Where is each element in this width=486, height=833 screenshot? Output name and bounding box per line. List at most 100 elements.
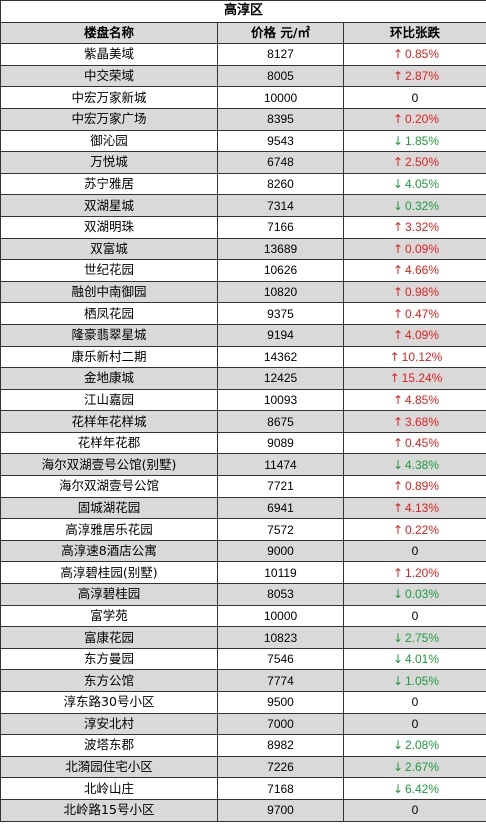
arrow-up-icon: ↑ bbox=[392, 263, 404, 278]
header-name: 楼盘名称 bbox=[0, 21, 218, 45]
property-price: 7226 bbox=[217, 755, 344, 779]
price-change-value: 0.98% bbox=[405, 285, 440, 300]
price-change: ↑ 15.24% bbox=[342, 367, 486, 390]
price-change: ↑ 2.87% bbox=[342, 64, 486, 88]
property-price: 8395 bbox=[217, 107, 344, 131]
table-row: 双湖星城 7314 ↓ 0.32% bbox=[0, 194, 486, 217]
price-change-value: 0.03% bbox=[405, 587, 440, 602]
table-row: 高淳速8酒店公寓 9000 0 bbox=[0, 539, 486, 563]
property-price: 8982 bbox=[217, 734, 344, 757]
table-row: 双湖明珠 7166 ↑ 3.32% bbox=[0, 215, 486, 239]
property-price: 9543 bbox=[217, 129, 344, 153]
property-price: 10093 bbox=[217, 388, 344, 412]
property-name: 紫晶美域 bbox=[0, 43, 218, 66]
price-change: ↑ 0.47% bbox=[342, 302, 486, 325]
property-name: 东方公馆 bbox=[0, 669, 218, 692]
price-change: 0 bbox=[342, 86, 486, 109]
property-name: 江山嘉园 bbox=[0, 388, 218, 412]
table-row: 北岭山庄 7168 ↓ 6.42% bbox=[0, 777, 486, 800]
arrow-up-icon: ↑ bbox=[392, 522, 404, 537]
price-change-value: 0.47% bbox=[405, 306, 440, 321]
property-name: 淳安北村 bbox=[0, 712, 218, 736]
table-row: 中交荣域 8005 ↑ 2.87% bbox=[0, 64, 486, 88]
property-name: 高淳雅居乐花园 bbox=[0, 518, 218, 541]
price-change-value: 2.75% bbox=[405, 630, 440, 645]
price-change: ↓ 0.03% bbox=[342, 583, 486, 606]
arrow-up-icon: ↑ bbox=[392, 47, 404, 62]
property-price: 8675 bbox=[217, 410, 344, 433]
table-row: 中宏万家新城 10000 0 bbox=[0, 86, 486, 109]
property-price: 7721 bbox=[217, 475, 344, 498]
property-price: 7166 bbox=[217, 215, 344, 239]
price-change: ↑ 10.12% bbox=[342, 345, 486, 369]
table-row: 东方曼园 7546 ↓ 4.01% bbox=[0, 647, 486, 671]
property-name: 高淳速8酒店公寓 bbox=[0, 539, 218, 563]
property-price: 7314 bbox=[217, 194, 344, 217]
arrow-down-icon: ↓ bbox=[392, 457, 404, 472]
property-price: 10119 bbox=[217, 561, 344, 585]
property-price: 7000 bbox=[217, 712, 344, 736]
table-row: 北漪园住宅小区 7226 ↓ 2.67% bbox=[0, 755, 486, 779]
price-change: ↑ 2.50% bbox=[342, 151, 486, 174]
arrow-up-icon: ↑ bbox=[392, 392, 404, 407]
header-change: 环比张跌 bbox=[342, 21, 486, 45]
arrow-up-icon: ↑ bbox=[389, 349, 400, 364]
property-price: 9375 bbox=[217, 302, 344, 325]
property-name: 金地康城 bbox=[0, 367, 218, 390]
arrow-down-icon: ↓ bbox=[392, 738, 404, 753]
property-name: 双湖明珠 bbox=[0, 215, 218, 239]
table-row: 苏宁雅居 8260 ↓ 4.05% bbox=[0, 172, 486, 196]
property-name: 中宏万家广场 bbox=[0, 107, 218, 131]
arrow-down-icon: ↓ bbox=[392, 673, 404, 688]
price-change-value: 2.87% bbox=[405, 69, 440, 84]
table-row: 江山嘉园 10093 ↑ 4.85% bbox=[0, 388, 486, 412]
arrow-up-icon: ↑ bbox=[389, 371, 400, 386]
price-change-value: 0 bbox=[411, 608, 419, 623]
price-change: ↑ 3.68% bbox=[342, 410, 486, 433]
property-name: 富学苑 bbox=[0, 604, 218, 628]
table-row: 淳安北村 7000 0 bbox=[0, 712, 486, 736]
price-change-value: 1.85% bbox=[405, 133, 440, 148]
property-name: 波塔东郡 bbox=[0, 734, 218, 757]
property-price: 14362 bbox=[217, 345, 344, 369]
property-name: 隆豪翡翠星城 bbox=[0, 323, 218, 347]
arrow-up-icon: ↑ bbox=[392, 565, 404, 580]
property-name: 苏宁雅居 bbox=[0, 172, 218, 196]
price-change: ↑ 0.22% bbox=[342, 518, 486, 541]
property-name: 花样年花样城 bbox=[0, 410, 218, 433]
property-price: 6941 bbox=[217, 496, 344, 520]
property-price: 9194 bbox=[217, 323, 344, 347]
property-price: 7572 bbox=[217, 518, 344, 541]
price-change: ↓ 2.67% bbox=[342, 755, 486, 779]
price-change-value: 2.50% bbox=[405, 155, 440, 170]
price-change: ↑ 0.98% bbox=[342, 280, 486, 304]
arrow-up-icon: ↑ bbox=[392, 414, 404, 429]
price-change: ↑ 4.09% bbox=[342, 323, 486, 347]
arrow-up-icon: ↑ bbox=[392, 479, 404, 494]
price-change-value: 4.09% bbox=[405, 328, 440, 343]
table-row: 隆豪翡翠星城 9194 ↑ 4.09% bbox=[0, 323, 486, 347]
arrow-up-icon: ↑ bbox=[392, 220, 404, 235]
price-change-value: 15.24% bbox=[401, 371, 443, 386]
price-change-value: 1.20% bbox=[405, 565, 440, 580]
property-price: 10000 bbox=[217, 86, 344, 109]
table-row: 海尔双湖壹号公馆(别墅) 11474 ↓ 4.38% bbox=[0, 453, 486, 477]
price-change-value: 0 bbox=[411, 803, 419, 818]
table-row: 世纪花园 10626 ↑ 4.66% bbox=[0, 259, 486, 282]
arrow-up-icon: ↑ bbox=[392, 155, 404, 170]
property-price: 9089 bbox=[217, 431, 344, 455]
price-change: ↓ 1.05% bbox=[342, 669, 486, 692]
price-change-value: 10.12% bbox=[401, 349, 443, 364]
property-name: 北岭山庄 bbox=[0, 777, 218, 800]
table-body: 紫晶美域 8127 ↑ 0.85% 中交荣域 8005 ↑ 2.87% 中宏万家新城 10000 0… bbox=[0, 43, 486, 822]
price-change-value: 0 bbox=[411, 544, 419, 559]
header-row: 楼盘名称 价格 元/㎡ 环比张跌 bbox=[0, 21, 486, 45]
property-price: 10823 bbox=[217, 626, 344, 649]
price-change-value: 0.32% bbox=[405, 198, 440, 213]
table-row: 万悦城 6748 ↑ 2.50% bbox=[0, 151, 486, 174]
property-name: 中宏万家新城 bbox=[0, 86, 218, 109]
property-name: 高淳碧桂园 bbox=[0, 583, 218, 606]
arrow-up-icon: ↑ bbox=[392, 500, 404, 515]
price-change: ↑ 0.89% bbox=[342, 475, 486, 498]
arrow-up-icon: ↑ bbox=[392, 241, 404, 256]
